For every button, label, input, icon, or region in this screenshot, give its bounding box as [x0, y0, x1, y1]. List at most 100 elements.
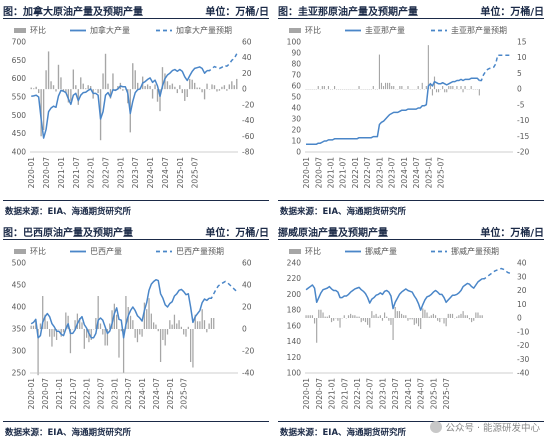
mom-bar: [226, 89, 228, 91]
legend: 环比 圭亚那产量 圭亚那产量预期: [289, 25, 507, 35]
y-left-tick: 100: [287, 38, 302, 47]
source-text: 数据来源：EIA、海通期货研究所: [5, 207, 132, 217]
y-right-tick: -20: [517, 148, 529, 157]
x-tick: 2022-07: [363, 157, 372, 189]
chart-unit: 单位：万桶/日: [205, 7, 269, 18]
y-left-tick: 30: [291, 115, 301, 124]
mom-bar: [381, 318, 384, 321]
x-tick: 2025-07: [180, 378, 189, 410]
mom-bar: [452, 86, 454, 90]
mom-bar: [196, 87, 198, 90]
mom-bar: [35, 86, 37, 90]
mom-bar: [109, 323, 111, 329]
mom-bar: [415, 318, 418, 324]
mom-bar: [122, 329, 125, 373]
x-tick: 2020-07: [315, 378, 324, 410]
legend-actual: 加拿大产量: [90, 25, 130, 35]
forecast-line: [207, 53, 238, 72]
mom-bar: [159, 89, 161, 112]
x-tick: 2023-01: [110, 378, 119, 410]
mom-bar: [97, 296, 99, 329]
y-right-tick: 5: [517, 69, 522, 78]
legend-forecast: 圭亚那产量预期: [451, 25, 507, 35]
mom-bar: [379, 315, 381, 318]
mom-bar: [208, 323, 210, 329]
x-tick: 2024-07: [161, 157, 170, 189]
x-tick: 2021-07: [339, 157, 348, 189]
mom-bar: [377, 316, 379, 318]
mom-bar: [117, 86, 119, 90]
y-right-tick: -10: [517, 327, 529, 336]
source-note: 数据来源：EIA、海通期货研究所: [3, 421, 269, 439]
mom-bar: [51, 329, 53, 347]
mom-bar: [189, 78, 191, 90]
mom-bar: [438, 89, 440, 93]
y-left-tick: 120: [287, 353, 302, 362]
y-left-tick: 500: [12, 111, 27, 120]
mom-bar: [183, 329, 185, 335]
y-right-tick: -15: [517, 132, 529, 141]
x-tick: 2023-01: [378, 378, 387, 410]
mom-bar: [221, 86, 223, 90]
mom-bar: [468, 318, 471, 320]
y-left-tick: 700: [12, 38, 27, 47]
forecast-line: [479, 54, 512, 82]
y-right-tick: -10: [517, 116, 529, 125]
mom-bar: [382, 86, 385, 90]
mom-bar: [39, 323, 42, 329]
mom-bar: [193, 82, 196, 90]
mom-bar: [409, 318, 411, 320]
mom-bar: [339, 318, 341, 328]
mom-bar: [445, 318, 447, 327]
legend: 环比 巴西产量 巴西产量预期: [14, 246, 224, 256]
mom-bar: [311, 315, 314, 318]
mom-bar: [210, 318, 213, 329]
mom-bar: [104, 53, 107, 90]
mom-bar: [53, 329, 55, 337]
x-tick: 2023-07: [131, 157, 140, 189]
mom-bar: [429, 82, 431, 90]
mom-bar: [150, 313, 152, 329]
y-left-tick: 450: [12, 129, 27, 138]
mom-bar: [201, 309, 203, 329]
mom-bar: [375, 313, 377, 318]
mom-bar: [471, 318, 473, 323]
mom-bar: [109, 89, 112, 99]
mom-bar: [129, 315, 132, 329]
y-right-tick: 40: [242, 53, 252, 62]
mom-bar: [435, 89, 438, 93]
mom-bar: [389, 82, 391, 90]
mom-bar: [192, 329, 194, 368]
mom-bar: [323, 86, 325, 90]
y-left-tick: 100: [287, 369, 302, 378]
mom-bar: [179, 85, 181, 90]
mom-bar: [102, 73, 104, 90]
mom-bar: [132, 63, 134, 90]
mom-bar: [223, 85, 226, 90]
actual-line: [30, 278, 210, 339]
mom-bar: [62, 329, 65, 333]
mom-bar: [49, 329, 51, 337]
mom-bar: [111, 310, 113, 329]
y-right-tick: 40: [517, 259, 527, 268]
x-tick: 2023-01: [375, 157, 384, 189]
chart-unit: 单位：万桶/日: [480, 228, 544, 239]
mom-bar: [80, 77, 82, 90]
legend-actual: 圭亚那产量: [365, 25, 405, 35]
mom-bar: [136, 329, 139, 343]
mom-bar: [337, 318, 339, 321]
mom-bar: [322, 312, 324, 318]
mom-bar: [65, 312, 67, 329]
mom-bar: [218, 89, 221, 91]
y-left-tick: 0: [296, 148, 301, 157]
mom-bar: [358, 316, 360, 318]
mom-bar: [146, 309, 148, 329]
actual-line: [31, 66, 208, 139]
mom-bar: [447, 313, 449, 318]
y-left-tick: 400: [12, 148, 27, 157]
mom-bar: [369, 318, 371, 328]
mom-bar: [393, 86, 395, 90]
mom-bar: [65, 89, 67, 93]
y-left-tick: 80: [291, 60, 301, 69]
mom-bar: [134, 70, 136, 90]
